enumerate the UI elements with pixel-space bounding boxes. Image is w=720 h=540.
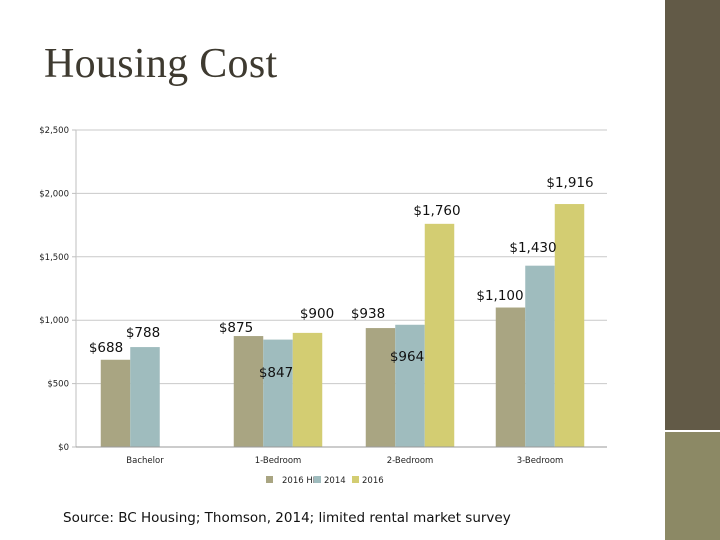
y-tick-label: $0	[58, 443, 69, 453]
legend-label: 2014	[324, 476, 346, 486]
data-label: $900	[300, 306, 334, 322]
y-tick-label: $500	[47, 380, 69, 390]
bar	[554, 204, 585, 447]
data-label: $788	[126, 325, 160, 341]
bar	[395, 324, 425, 447]
data-label: $1,100	[476, 288, 523, 304]
bar-chart: $0 $500 $1,000 $1,500 $2,000 $2,500 $688$788 Ba…	[39, 126, 607, 486]
legend-swatch	[314, 476, 321, 483]
x-tick-label: 3-Bedroom	[517, 456, 564, 466]
data-label: $875	[219, 320, 253, 336]
bar	[130, 347, 160, 447]
y-tick-label: $1,500	[39, 253, 69, 263]
y-tick-label: $1,000	[39, 316, 69, 326]
legend-label: 2016 HIL	[282, 476, 320, 486]
source-note: Source: BC Housing; Thomson, 2014; limit…	[63, 510, 511, 526]
data-label: $1,916	[546, 175, 593, 191]
legend-label: 2016	[362, 476, 384, 486]
bar	[263, 339, 293, 447]
data-label: $847	[259, 365, 293, 381]
data-label: $688	[89, 340, 123, 356]
x-tick-label: Bachelor	[126, 456, 164, 466]
data-label: $964	[390, 349, 424, 365]
legend-swatch	[352, 476, 359, 483]
y-tick-label: $2,000	[39, 189, 69, 199]
bar	[292, 332, 323, 447]
bar	[233, 336, 264, 447]
x-tick-label: 1-Bedroom	[255, 456, 302, 466]
bar	[495, 307, 526, 447]
data-label: $1,760	[413, 203, 460, 219]
legend-swatch	[266, 476, 273, 483]
bar	[365, 328, 396, 447]
page-title: Housing Cost	[44, 41, 278, 87]
x-tick-label: 2-Bedroom	[387, 456, 434, 466]
bar	[525, 265, 555, 447]
bar	[424, 223, 455, 447]
data-label: $1,430	[509, 240, 556, 256]
sidebar-accent-block	[665, 432, 720, 540]
data-label: $938	[351, 306, 385, 322]
bar	[100, 359, 131, 447]
sidebar-divider	[665, 430, 720, 432]
y-tick-label: $2,500	[39, 126, 69, 136]
